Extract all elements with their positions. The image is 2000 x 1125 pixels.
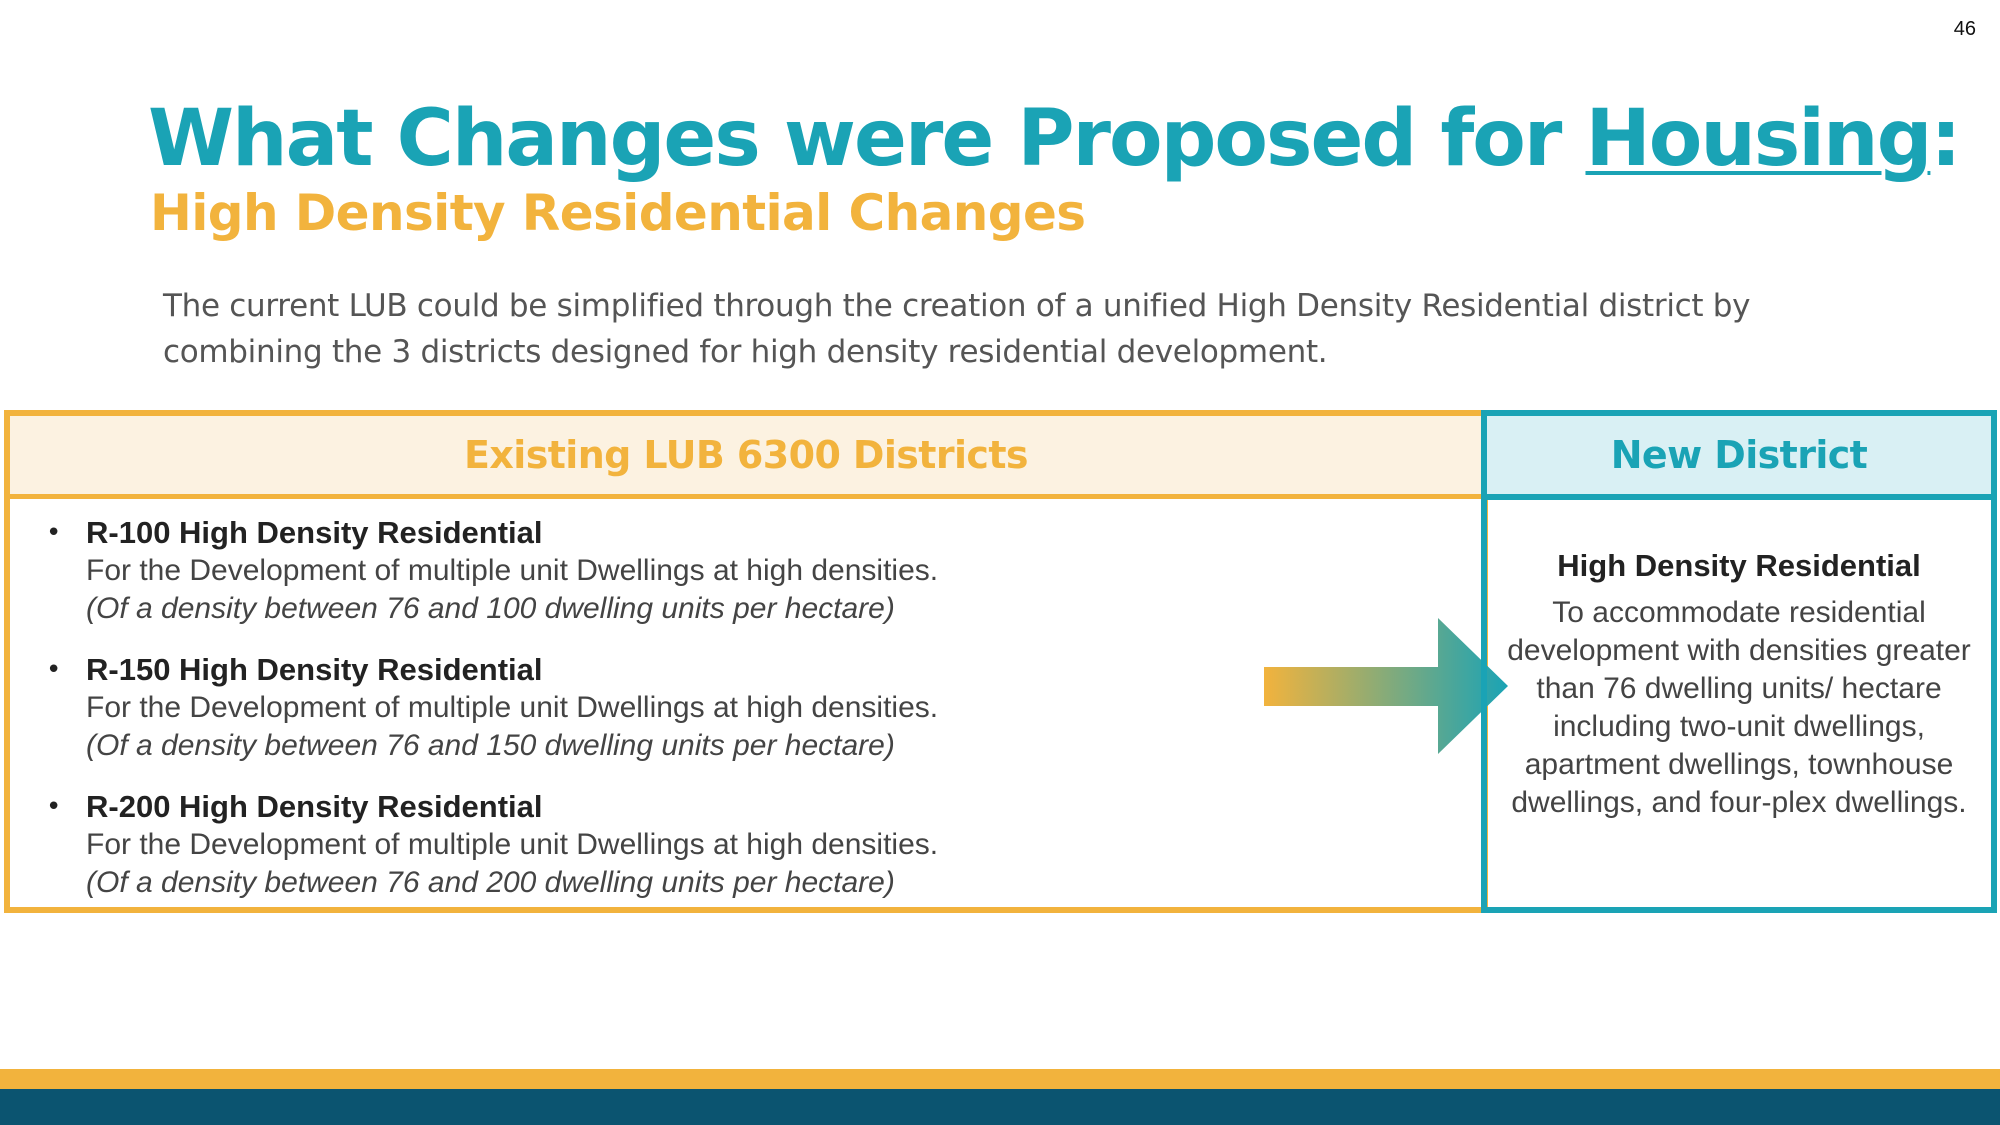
title-prefix: What Changes were Proposed for (148, 94, 1586, 184)
district-name: R-200 High Density Residential (86, 789, 543, 824)
page-title: What Changes were Proposed for Housing: (148, 100, 1962, 178)
bullet-dot-icon: • (46, 655, 62, 685)
new-district-header-label: New District (1610, 433, 1868, 477)
bullet-dot-icon: • (46, 518, 62, 548)
bullet-dot-icon: • (46, 792, 62, 822)
district-density: (Of a density between 76 and 150 dwellin… (86, 729, 895, 762)
gradient-right-arrow-icon (1264, 618, 1508, 754)
district-name: R-100 High Density Residential (86, 515, 543, 550)
footer-navy-band (0, 1089, 2000, 1125)
housing-link[interactable]: Housing (1585, 94, 1932, 184)
list-item: • R-100 High Density Residential For the… (46, 514, 938, 628)
list-item: • R-150 High Density Residential For the… (46, 651, 938, 765)
page-subtitle: High Density Residential Changes (150, 184, 1086, 242)
new-district-name: High Density Residential (1557, 548, 1921, 583)
footer-gold-band (0, 1069, 2000, 1089)
district-description: For the Development of multiple unit Dwe… (86, 691, 939, 724)
title-suffix: : (1930, 94, 1961, 184)
new-district-panel: New District High Density Residential To… (1481, 410, 1997, 913)
district-density: (Of a density between 76 and 200 dwellin… (86, 866, 895, 899)
existing-districts-header-label: Existing LUB 6300 Districts (464, 433, 1029, 477)
district-list: • R-100 High Density Residential For the… (46, 514, 938, 925)
list-item: • R-200 High Density Residential For the… (46, 788, 938, 902)
district-description: For the Development of multiple unit Dwe… (86, 828, 939, 861)
district-name: R-150 High Density Residential (86, 652, 543, 687)
district-density: (Of a density between 76 and 100 dwellin… (86, 592, 895, 625)
new-district-body: High Density Residential To accommodate … (1505, 546, 1973, 822)
new-district-description: To accommodate residential development w… (1507, 596, 1971, 819)
new-district-header: New District (1487, 416, 1991, 500)
existing-districts-panel: Existing LUB 6300 Districts • R-100 High… (4, 410, 1488, 913)
page-number: 46 (1953, 18, 1976, 40)
existing-districts-header: Existing LUB 6300 Districts (10, 416, 1482, 499)
district-description: For the Development of multiple unit Dwe… (86, 554, 939, 587)
intro-paragraph: The current LUB could be simplified thro… (163, 288, 1751, 370)
